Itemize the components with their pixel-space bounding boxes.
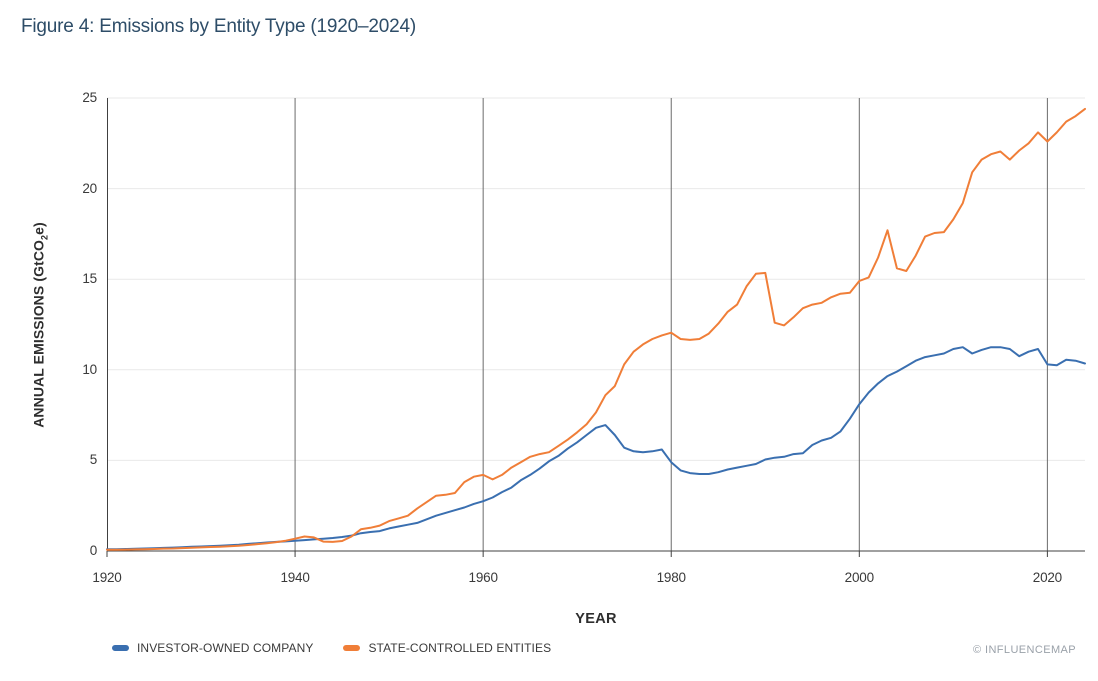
series-line-investor-owned-company	[106, 346, 1086, 551]
y-tick-label-10: 10	[82, 361, 97, 377]
watermark-influencemap: © INFLUENCEMAP	[973, 644, 1076, 656]
legend-label-investor-owned-company: INVESTOR-OWNED COMPANY	[137, 641, 314, 655]
y-tick-label-25: 25	[82, 90, 97, 105]
legend-swatch-state-controlled-entities	[343, 645, 361, 651]
x-tick-label-1960: 1960	[468, 570, 498, 585]
y-tick-label-0: 0	[89, 543, 98, 558]
figure-title: Figure 4: Emissions by Entity Type (1920…	[21, 16, 416, 37]
legend-item-state-controlled-entities: STATE-CONTROLLED ENTITIES	[343, 641, 551, 655]
x-tick-label-2000: 2000	[844, 570, 874, 585]
chart-canvas	[106, 97, 1086, 557]
chart-legend: INVESTOR-OWNED COMPANY STATE-CONTROLLED E…	[112, 641, 551, 655]
x-axis-title: YEAR	[575, 611, 617, 627]
series-line-state-controlled-entities	[106, 107, 1086, 551]
y-tick-label-15: 15	[82, 271, 97, 287]
y-axis-title-text: ANNUAL EMISSIONS (GtCO	[30, 239, 47, 428]
y-axis-title: ANNUAL EMISSIONS (GtCO2e)	[31, 222, 50, 428]
legend-swatch-investor-owned-company	[112, 645, 129, 651]
legend-item-investor-owned-company: INVESTOR-OWNED COMPANY	[112, 641, 313, 655]
x-tick-label-1980: 1980	[656, 570, 686, 585]
x-tick-label-1940: 1940	[280, 570, 310, 585]
y-axis-title-subscript: 2	[39, 234, 50, 240]
legend-label-state-controlled-entities: STATE-CONTROLLED ENTITIES	[368, 641, 552, 655]
x-tick-label-1920: 1920	[92, 570, 122, 585]
y-axis-title-suffix: e)	[30, 222, 47, 235]
plot-area	[106, 97, 1086, 557]
y-tick-label-5: 5	[89, 452, 98, 468]
y-tick-label-20: 20	[82, 180, 97, 196]
x-tick-label-2020: 2020	[1032, 570, 1062, 585]
